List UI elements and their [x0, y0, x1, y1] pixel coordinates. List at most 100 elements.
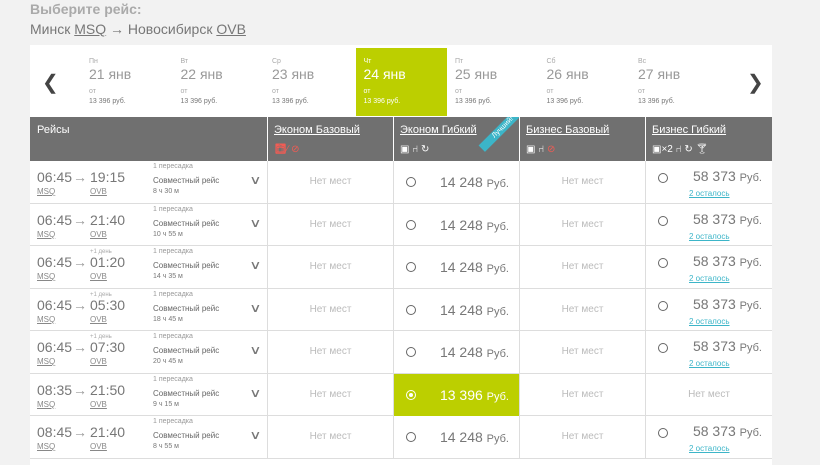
date-tab[interactable]: Пн 21 янв от 13 396 руб.: [81, 48, 172, 116]
fare-icons: 🛅︎∕ ⊘: [274, 144, 393, 155]
chevron-down-icon[interactable]: ∨: [249, 173, 262, 187]
fare-option[interactable]: 14 248 Руб.: [393, 331, 519, 373]
arrival-code[interactable]: OVB: [90, 357, 107, 366]
arrival-code[interactable]: OVB: [90, 272, 107, 281]
fare-radio[interactable]: [406, 219, 416, 230]
seats-left-link[interactable]: 2 осталось: [689, 231, 730, 241]
fare-price: 58 373 Руб.: [692, 423, 762, 439]
chevron-down-icon[interactable]: ∨: [249, 215, 262, 230]
cocktail-icon: 🍸︎: [695, 144, 709, 155]
departure-code[interactable]: MSQ: [37, 314, 56, 324]
next-week-arrow-icon[interactable]: ❯: [747, 72, 764, 94]
fare-radio[interactable]: [658, 300, 668, 311]
fare-radio[interactable]: [658, 258, 668, 268]
flights-header: Рейсы: [30, 117, 267, 161]
duration: 14 ч 35 м: [153, 273, 183, 280]
transfer-count: 1 пересадка: [153, 290, 193, 298]
seats-left-link[interactable]: 2 осталось: [689, 274, 730, 283]
fare-option[interactable]: 58 373 Руб. 2 осталось: [645, 161, 772, 203]
date-tab[interactable]: Чт 24 янв от 13 396 руб.: [355, 48, 447, 116]
departure-code[interactable]: MSQ: [37, 187, 56, 196]
arrival-code[interactable]: OVB: [90, 187, 107, 196]
fare-radio[interactable]: [406, 347, 416, 357]
fare-option[interactable]: 14 248 Руб.: [393, 161, 519, 203]
prev-week-arrow-icon[interactable]: ❮: [42, 72, 59, 94]
date-tab[interactable]: Вс 27 янв от 13 396 руб.: [630, 48, 721, 116]
fares-header: Рейсы Эконом Базовый 🛅︎∕ ⊘ Эконом Гибкий…: [30, 117, 772, 161]
seat-icon: ⑁: [538, 144, 545, 155]
fare-name[interactable]: Бизнес Гибкий: [652, 124, 727, 136]
arrival-code[interactable]: OVB: [90, 314, 107, 324]
fare-radio[interactable]: [658, 173, 668, 183]
fare-radio[interactable]: [406, 304, 416, 315]
fare-option[interactable]: 58 373 Руб. 2 осталось: [645, 416, 772, 458]
fare-header-business-basic[interactable]: Бизнес Базовый ▣ ⑁ ⊘: [519, 117, 645, 161]
date-price: 13 396 руб.: [546, 98, 584, 105]
fare-name[interactable]: Бизнес Базовый: [526, 124, 610, 136]
chevron-down-icon[interactable]: ∨: [249, 258, 262, 272]
transfer-count: 1 пересадка: [153, 418, 193, 425]
fare-header-economy-flex[interactable]: Эконом Гибкий ▣ ⑁ ↻ Лучший!: [393, 117, 519, 161]
date-tab[interactable]: Вт 22 янв от 13 396 руб.: [173, 48, 264, 116]
departure-code[interactable]: MSQ: [37, 272, 56, 281]
fare-option[interactable]: 58 373 Руб. 2 осталось: [645, 203, 772, 246]
fare-option[interactable]: 13 396 Руб.: [393, 373, 519, 416]
fare-radio[interactable]: [406, 432, 416, 442]
fare-radio[interactable]: [658, 215, 668, 226]
date-tab[interactable]: Сб 26 янв от 13 396 руб.: [539, 48, 630, 116]
to-code[interactable]: OVB: [216, 21, 246, 37]
date-from: от: [89, 88, 96, 95]
chevron-down-icon[interactable]: ∨: [249, 428, 262, 442]
fare-option[interactable]: 58 373 Руб. 2 осталось: [645, 331, 772, 373]
fare-radio[interactable]: [406, 177, 416, 187]
fare-header-business-flex[interactable]: Бизнес Гибкий ▣×2 ⑁ ↻ 🍸︎: [645, 117, 772, 161]
flight-info: 06:45 → 19:15 MSQ OVB 1 пересадка Совместный р…: [30, 161, 267, 203]
seats-left-link[interactable]: 2 осталось: [689, 444, 730, 453]
fare-option[interactable]: 14 248 Руб.: [393, 288, 519, 331]
fare-option[interactable]: 14 248 Руб.: [393, 203, 519, 246]
fare-price: 14 248 Руб.: [439, 259, 509, 275]
departure-code[interactable]: MSQ: [37, 357, 56, 366]
date-price: 13 396 руб.: [180, 98, 218, 105]
arrival-code[interactable]: OVB: [90, 229, 107, 239]
fare-unavailable: Нет мест: [519, 203, 645, 246]
fare-radio[interactable]: [658, 428, 668, 438]
date-price: 13 396 руб.: [638, 98, 675, 105]
arrival-code[interactable]: OVB: [90, 399, 107, 409]
plus-day: +1 день: [90, 291, 112, 298]
fare-name[interactable]: Эконом Гибкий: [400, 124, 477, 136]
fare-option[interactable]: 14 248 Руб.: [393, 416, 519, 458]
flight-info: 06:45 → +1 день 01:20 MSQ OVB 1 пересадка Совме…: [30, 246, 267, 288]
chevron-down-icon[interactable]: ∨: [249, 343, 262, 357]
departure-time: 06:45: [37, 339, 73, 355]
fare-option[interactable]: 58 373 Руб. 2 осталось: [645, 288, 772, 331]
seats-left-link[interactable]: 2 осталось: [689, 359, 730, 368]
departure-code[interactable]: MSQ: [37, 442, 56, 451]
date-tab[interactable]: Пт 25 янв от 13 396 руб.: [447, 48, 538, 116]
fare-radio[interactable]: [406, 262, 416, 272]
flight-arrow-icon: →: [73, 296, 87, 313]
fare-name[interactable]: Эконом Базовый: [274, 124, 360, 136]
arrival-time: 21:50: [90, 381, 126, 398]
chevron-down-icon[interactable]: ∨: [249, 300, 262, 315]
fare-option[interactable]: 14 248 Руб.: [393, 246, 519, 288]
from-code[interactable]: MSQ: [74, 21, 107, 37]
date-label: 23 янв: [272, 66, 315, 82]
fare-radio[interactable]: [406, 389, 416, 400]
flight-arrow-icon: →: [73, 339, 87, 355]
fare-price: 14 248 Руб.: [439, 174, 509, 190]
fare-option[interactable]: 58 373 Руб. 2 осталось: [645, 246, 772, 288]
fare-header-economy-basic[interactable]: Эконом Базовый 🛅︎∕ ⊘: [267, 117, 393, 161]
arrival-code[interactable]: OVB: [90, 442, 107, 451]
flights-header-label: Рейсы: [37, 124, 70, 136]
date-tab[interactable]: Ср 23 янв от 13 396 руб.: [264, 48, 355, 116]
seats-left-link[interactable]: 2 осталось: [689, 189, 730, 198]
chevron-down-icon[interactable]: ∨: [249, 385, 262, 400]
fare-radio[interactable]: [658, 343, 668, 353]
flight-info: 08:35 → 21:50 MSQ OVB 1 пересадка Совместный р…: [30, 374, 267, 416]
departure-code[interactable]: MSQ: [37, 229, 56, 239]
seats-left-link[interactable]: 2 осталось: [689, 316, 730, 326]
departure-time: 06:45: [37, 254, 73, 270]
flight-info: 06:45 → 21:40 MSQ OVB 1 пересадка Совместный р…: [30, 204, 267, 246]
departure-code[interactable]: MSQ: [37, 399, 56, 409]
